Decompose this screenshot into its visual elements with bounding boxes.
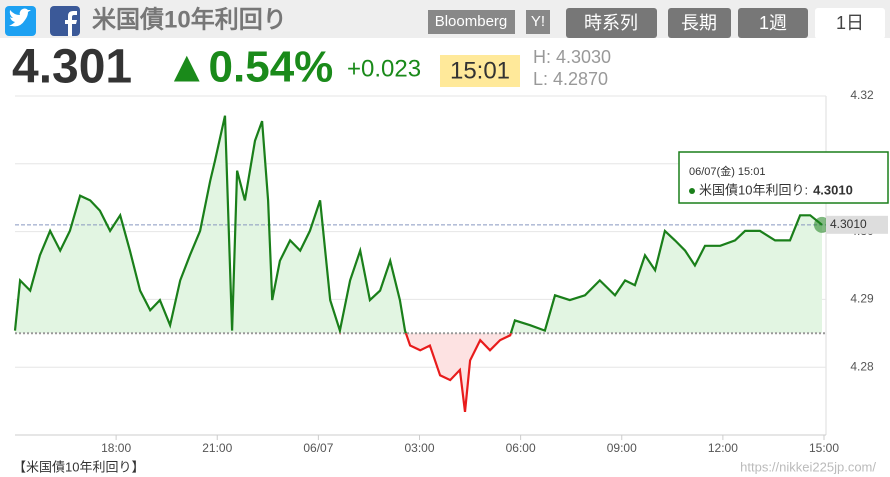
x-tick-label: 03:00 [404,441,434,455]
change: +0.023 [347,55,421,82]
last-point [813,216,830,233]
tab-label: 長期 [681,13,717,33]
tab[interactable] [668,8,731,38]
last-label: 4.3010 [830,217,867,231]
button-label: Bloomberg [435,13,508,30]
yahoo-button[interactable] [526,10,550,34]
bloomberg-button[interactable] [428,10,515,34]
x-tick-label: 21:00 [202,441,232,455]
tab-label: 1日 [836,13,864,33]
x-tick-label: 06:00 [506,441,536,455]
twitter-bird [9,8,31,27]
x-tick-label: 15:00 [809,441,839,455]
time: 15:01 [450,57,510,84]
x-tick-label: 12:00 [708,441,738,455]
y-tick-label: 4.28 [850,359,874,373]
price: 4.301 [12,41,132,94]
tab-label: 1週 [759,13,787,33]
tooltip-dot [689,188,695,194]
low: L: 4.2870 [533,69,608,89]
tab-label: 時系列 [584,13,638,33]
tab[interactable] [738,8,808,38]
high: H: 4.3030 [533,47,611,67]
time-box [440,55,520,87]
y-tick-label: 4.32 [850,88,874,102]
tooltip-date: 06/07(金) 15:01 [689,164,765,178]
change-pct: ▲0.54% [165,43,333,92]
tooltip-label: 米国債10年利回り: [699,182,808,197]
tab[interactable] [566,8,657,38]
area-above [15,115,822,334]
line [13,115,823,334]
title: 米国債10年利回り [92,5,287,33]
plot: 4.284.294.304.314.3218:0021:0006/0703:00… [13,88,889,455]
facebook-f [65,11,77,36]
x-tick-label: 09:00 [607,441,637,455]
url: https://nikkei225jp.com/ [740,459,876,474]
y-tick-label: 4.29 [850,292,874,306]
button-label: Y! [531,13,545,30]
x-tick-label: 18:00 [101,441,131,455]
tooltip-value: 4.3010 [813,182,853,197]
tab-active[interactable] [815,8,885,39]
caption: 【米国債10年利回り】 [13,459,144,474]
x-tick-label: 06/07 [303,441,333,455]
tooltip-box [678,151,889,204]
last-label-box [826,215,888,234]
